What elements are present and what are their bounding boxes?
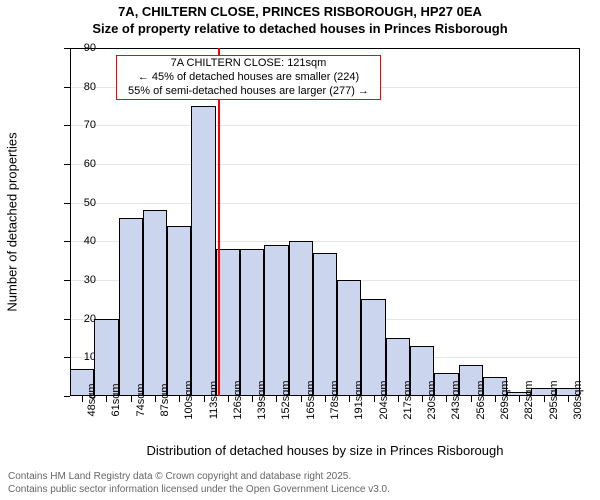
- xtick-mark: [422, 396, 423, 402]
- y-axis-label: Number of detached properties: [5, 132, 20, 311]
- x-axis-label: Distribution of detached houses by size …: [70, 443, 580, 458]
- plot-outer: Number of detached properties Distributi…: [50, 48, 590, 448]
- chart-footer: Contains HM Land Registry data © Crown c…: [8, 471, 390, 496]
- xtick-mark: [544, 396, 545, 402]
- xtick-mark: [519, 396, 520, 402]
- xtick-mark: [325, 396, 326, 402]
- ytick-mark: [64, 396, 70, 397]
- xtick-mark: [495, 396, 496, 402]
- xtick-mark: [398, 396, 399, 402]
- footer-line1: Contains HM Land Registry data © Crown c…: [8, 471, 390, 484]
- annotation-line3: 55% of semi-detached houses are larger (…: [121, 85, 376, 99]
- xtick-mark: [155, 396, 156, 402]
- xtick-mark: [106, 396, 107, 402]
- annotation-line1: 7A CHILTERN CLOSE: 121sqm: [121, 57, 376, 71]
- xtick-mark: [446, 396, 447, 402]
- xtick-mark: [228, 396, 229, 402]
- xtick-mark: [471, 396, 472, 402]
- xtick-mark: [374, 396, 375, 402]
- annotation-line2: ← 45% of detached houses are smaller (22…: [121, 71, 376, 85]
- xtick-mark: [82, 396, 83, 402]
- annotation-box: 7A CHILTERN CLOSE: 121sqm← 45% of detach…: [116, 55, 381, 100]
- chart-title-line1: 7A, CHILTERN CLOSE, PRINCES RISBOROUGH, …: [0, 4, 600, 21]
- footer-line2: Contains public sector information licen…: [8, 484, 390, 497]
- xtick-mark: [301, 396, 302, 402]
- xtick-mark: [204, 396, 205, 402]
- xtick-mark: [131, 396, 132, 402]
- xtick-mark: [252, 396, 253, 402]
- xtick-mark: [349, 396, 350, 402]
- xtick-mark: [568, 396, 569, 402]
- xtick-mark: [179, 396, 180, 402]
- xtick-mark: [276, 396, 277, 402]
- chart-title-line2: Size of property relative to detached ho…: [0, 21, 600, 38]
